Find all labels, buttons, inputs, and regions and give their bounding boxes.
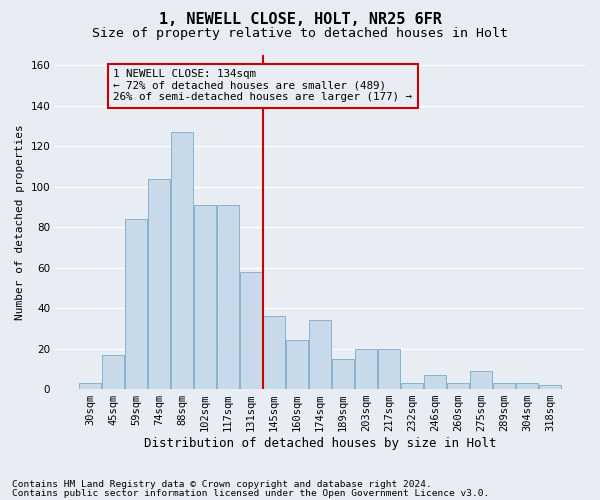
Bar bbox=[240, 272, 262, 389]
Bar bbox=[171, 132, 193, 389]
Text: 1 NEWELL CLOSE: 134sqm
← 72% of detached houses are smaller (489)
26% of semi-de: 1 NEWELL CLOSE: 134sqm ← 72% of detached… bbox=[113, 69, 412, 102]
Text: Contains public sector information licensed under the Open Government Licence v3: Contains public sector information licen… bbox=[12, 488, 489, 498]
Bar bbox=[148, 178, 170, 389]
Bar bbox=[286, 340, 308, 389]
Bar bbox=[125, 219, 147, 389]
Bar bbox=[217, 205, 239, 389]
Bar bbox=[263, 316, 285, 389]
Bar bbox=[378, 348, 400, 389]
Bar bbox=[539, 385, 561, 389]
Bar bbox=[493, 383, 515, 389]
Bar bbox=[79, 383, 101, 389]
Bar bbox=[470, 371, 492, 389]
Bar bbox=[102, 354, 124, 389]
X-axis label: Distribution of detached houses by size in Holt: Distribution of detached houses by size … bbox=[144, 437, 496, 450]
Text: 1, NEWELL CLOSE, HOLT, NR25 6FR: 1, NEWELL CLOSE, HOLT, NR25 6FR bbox=[158, 12, 442, 28]
Bar bbox=[309, 320, 331, 389]
Bar bbox=[194, 205, 216, 389]
Text: Size of property relative to detached houses in Holt: Size of property relative to detached ho… bbox=[92, 28, 508, 40]
Y-axis label: Number of detached properties: Number of detached properties bbox=[15, 124, 25, 320]
Text: Contains HM Land Registry data © Crown copyright and database right 2024.: Contains HM Land Registry data © Crown c… bbox=[12, 480, 432, 489]
Bar bbox=[516, 383, 538, 389]
Bar bbox=[401, 383, 423, 389]
Bar bbox=[447, 383, 469, 389]
Bar bbox=[424, 375, 446, 389]
Bar bbox=[332, 358, 354, 389]
Bar bbox=[355, 348, 377, 389]
